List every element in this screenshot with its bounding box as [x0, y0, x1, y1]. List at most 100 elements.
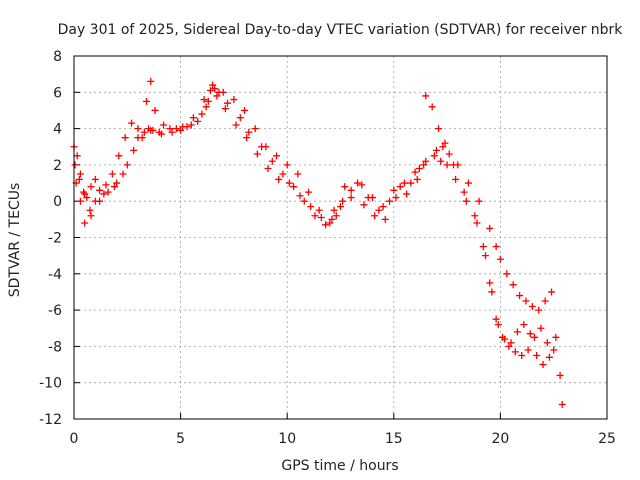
data-point-marker — [209, 81, 217, 89]
data-point-marker — [130, 146, 138, 154]
data-point-marker — [296, 192, 304, 200]
data-point-marker — [87, 183, 95, 191]
y-tick-label: 6 — [53, 85, 62, 101]
data-point-marker — [168, 128, 176, 136]
data-point-marker — [558, 400, 566, 408]
data-point-marker — [221, 105, 229, 113]
data-point-marker — [108, 170, 116, 178]
data-point-marker — [520, 321, 528, 329]
data-point-marker — [535, 306, 543, 314]
data-point-marker — [507, 339, 515, 347]
data-point-marker — [337, 203, 344, 211]
data-point-marker — [315, 206, 323, 214]
data-point-marker — [311, 212, 319, 220]
data-point-marker — [332, 212, 340, 220]
data-point-marker — [531, 333, 539, 341]
data-point-marker — [102, 181, 110, 189]
data-point-marker — [113, 179, 121, 187]
data-point-marker — [550, 346, 558, 354]
data-point-marker — [189, 114, 197, 122]
data-point-marker — [460, 188, 468, 196]
y-tick-label: -2 — [48, 231, 62, 247]
data-point-marker — [307, 203, 315, 211]
x-tick-label: 25 — [598, 431, 616, 447]
data-point-marker — [528, 302, 536, 310]
series-track-2 — [72, 77, 558, 359]
data-point-marker — [556, 371, 564, 379]
y-tick-label: 2 — [53, 158, 62, 174]
data-point-marker — [328, 215, 336, 223]
data-point-marker — [400, 179, 408, 187]
data-point-marker — [273, 152, 281, 160]
data-point-marker — [202, 103, 210, 111]
data-point-marker — [104, 188, 112, 196]
y-tick-label: -12 — [39, 412, 62, 428]
data-point-marker — [147, 126, 155, 134]
data-point-marker — [471, 212, 479, 220]
data-point-marker — [147, 77, 155, 85]
data-point-marker — [283, 161, 291, 169]
data-point-marker — [121, 134, 129, 142]
data-point-marker — [407, 179, 415, 187]
data-point-marker — [486, 279, 494, 287]
data-point-marker — [435, 125, 443, 133]
data-point-marker — [492, 243, 500, 251]
data-point-marker — [100, 190, 108, 198]
data-point-marker — [422, 92, 430, 100]
data-point-marker — [119, 170, 127, 178]
data-point-marker — [428, 103, 436, 111]
data-point-marker — [379, 203, 387, 211]
axis-ticks: 0 5 10 15 20 25 -12 -10 -8 -6 -4 -2 0 2 4 6 8 — [39, 49, 616, 447]
data-point-marker — [81, 190, 89, 198]
data-point-marker — [413, 175, 421, 183]
data-point-marker — [76, 197, 84, 205]
data-point-marker — [86, 206, 94, 214]
data-point-marker — [294, 170, 302, 178]
data-point-marker — [264, 165, 272, 173]
data-point-marker — [488, 288, 496, 296]
data-point-marker — [486, 224, 494, 232]
data-point-marker — [375, 206, 383, 214]
data-point-marker — [437, 157, 445, 165]
data-point-marker — [524, 346, 532, 354]
data-point-marker — [449, 161, 457, 169]
data-point-marker — [330, 206, 338, 214]
data-point-marker — [392, 194, 400, 202]
data-point-marker — [492, 315, 500, 323]
data-point-marker — [430, 152, 438, 160]
data-point-marker — [245, 128, 253, 136]
data-point-marker — [236, 114, 244, 122]
data-point-marker — [420, 161, 428, 169]
data-point-marker — [445, 150, 453, 158]
data-point-marker — [552, 333, 560, 341]
data-point-marker — [204, 97, 212, 105]
data-point-marker — [179, 123, 187, 131]
data-point-marker — [198, 110, 206, 118]
data-point-marker — [215, 88, 223, 96]
data-point-marker — [279, 170, 287, 178]
data-point-marker — [533, 351, 541, 359]
data-point-marker — [253, 150, 261, 158]
data-point-marker — [243, 134, 251, 142]
data-point-marker — [224, 99, 232, 107]
data-point-marker — [347, 194, 355, 202]
data-point-marker — [452, 175, 460, 183]
data-point-marker — [526, 330, 534, 338]
data-point-marker — [96, 186, 104, 194]
data-point-marker — [268, 157, 276, 165]
data-point-marker — [513, 328, 521, 336]
data-point-marker — [537, 324, 545, 332]
data-point-marker — [206, 86, 214, 94]
data-point-marker — [403, 190, 411, 198]
data-point-marker — [518, 351, 526, 359]
data-point-marker — [290, 183, 298, 191]
data-point-marker — [73, 152, 81, 160]
data-point-marker — [157, 130, 165, 138]
data-point-marker — [213, 92, 221, 100]
data-point-marker — [71, 161, 79, 169]
data-point-marker — [83, 194, 91, 202]
data-point-marker — [128, 119, 136, 127]
data-point-marker — [347, 186, 355, 194]
data-point-marker — [115, 152, 123, 160]
data-point-marker — [81, 219, 89, 227]
